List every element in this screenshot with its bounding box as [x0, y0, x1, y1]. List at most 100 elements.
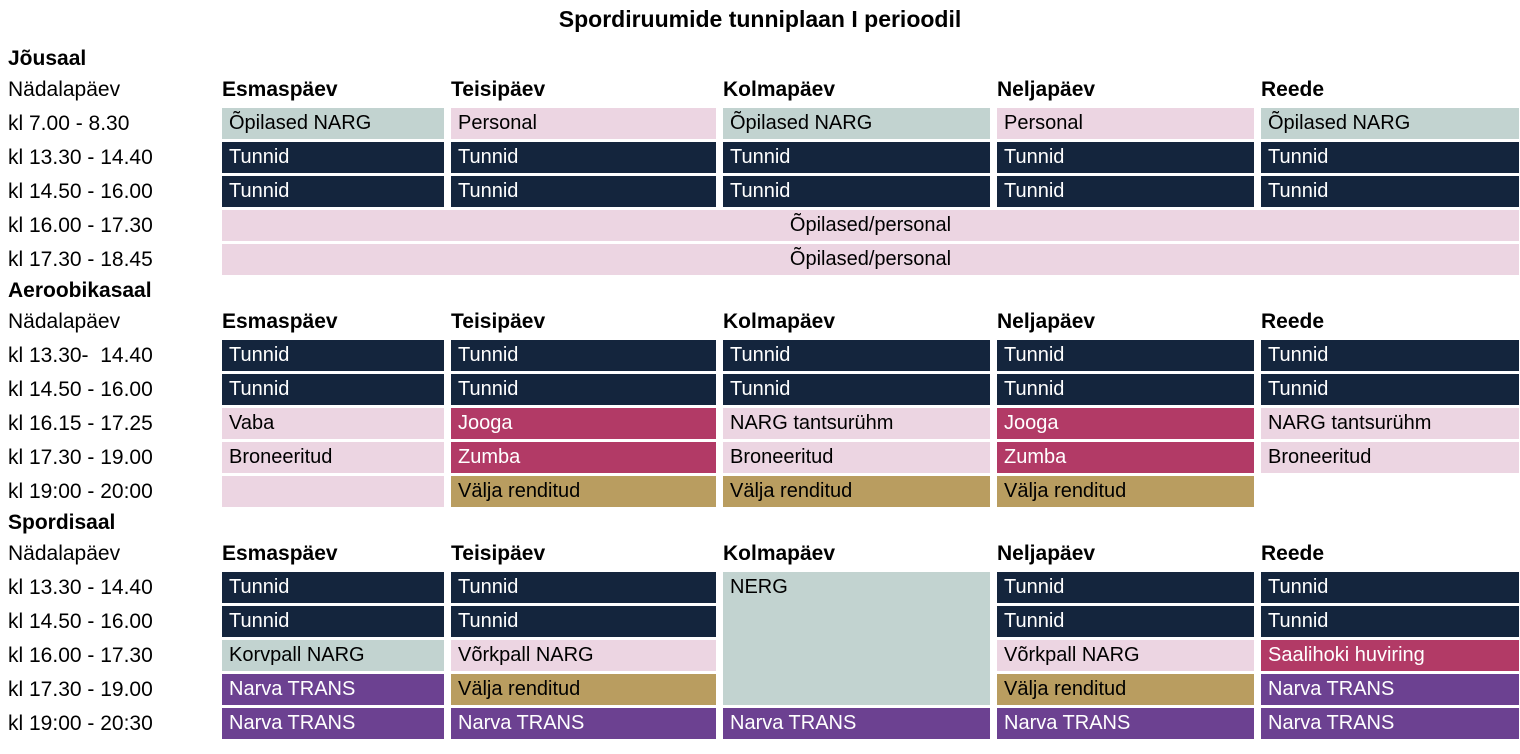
time-label: kl 17.30 - 19.00	[8, 446, 153, 469]
schedule-cell: Õpilased/personal	[222, 210, 1519, 241]
day-header-label: Nädalapäev	[8, 542, 121, 565]
schedule-cell: Õpilased NARG	[222, 108, 444, 139]
time-label: kl 13.30- 14.40	[8, 344, 153, 367]
schedule-cell: NERG	[723, 572, 990, 705]
day-header-tuesday: Teisipäev	[451, 78, 546, 101]
time-label: kl 13.30 - 14.40	[8, 576, 153, 599]
schedule-cell: Saalihoki huviring	[1261, 640, 1519, 671]
schedule-cell: NARG tantsurühm	[1261, 408, 1519, 439]
day-header-wednesday: Kolmapäev	[723, 542, 836, 565]
day-header-friday: Reede	[1261, 542, 1325, 565]
schedule-cell: Korvpall NARG	[222, 640, 444, 671]
day-header-tuesday: Teisipäev	[451, 310, 546, 333]
day-header-label: Nädalapäev	[8, 310, 121, 333]
time-label: kl 13.30 - 14.40	[8, 146, 153, 169]
schedule-cell: Zumba	[997, 442, 1254, 473]
schedule-cell: Tunnid	[997, 142, 1254, 173]
section-title-spordisaal: Spordisaal	[8, 511, 116, 534]
schedule-cell	[222, 476, 444, 507]
schedule-cell: Õpilased NARG	[723, 108, 990, 139]
schedule-cell: Võrkpall NARG	[997, 640, 1254, 671]
schedule-cell: Tunnid	[222, 340, 444, 371]
day-header-wednesday: Kolmapäev	[723, 78, 836, 101]
schedule-cell: Tunnid	[451, 142, 716, 173]
day-header-wednesday: Kolmapäev	[723, 310, 836, 333]
time-label: kl 14.50 - 16.00	[8, 378, 153, 401]
schedule-cell: Tunnid	[1261, 340, 1519, 371]
schedule-cell: Tunnid	[222, 606, 444, 637]
schedule-cell: Tunnid	[451, 340, 716, 371]
schedule-cell: Tunnid	[1261, 572, 1519, 603]
schedule-cell: Välja renditud	[451, 476, 716, 507]
schedule-cell: Tunnid	[222, 142, 444, 173]
schedule-cell: Võrkpall NARG	[451, 640, 716, 671]
day-header-friday: Reede	[1261, 310, 1325, 333]
time-label: kl 17.30 - 18.45	[8, 248, 153, 271]
time-label: kl 19:00 - 20:00	[8, 480, 153, 503]
schedule-cell: Tunnid	[723, 374, 990, 405]
schedule-grid-jousaal: Nädalapäev Esmaspäev Teisipäev Kolmapäev…	[0, 74, 1520, 275]
schedule-cell: Vaba	[222, 408, 444, 439]
schedule-cell: Narva TRANS	[723, 708, 990, 739]
schedule-cell: Tunnid	[723, 142, 990, 173]
day-header-thursday: Neljapäev	[997, 310, 1096, 333]
time-label: kl 19:00 - 20:30	[8, 712, 153, 735]
schedule-cell: Broneeritud	[222, 442, 444, 473]
schedule-cell: Välja renditud	[723, 476, 990, 507]
schedule-cell: Tunnid	[222, 176, 444, 207]
day-header-monday: Esmaspäev	[222, 542, 338, 565]
day-header-friday: Reede	[1261, 78, 1325, 101]
day-header-thursday: Neljapäev	[997, 542, 1096, 565]
schedule-cell: Tunnid	[723, 340, 990, 371]
schedule-cell: Õpilased NARG	[1261, 108, 1519, 139]
day-header-tuesday: Teisipäev	[451, 542, 546, 565]
schedule-cell: Narva TRANS	[1261, 708, 1519, 739]
schedule-cell: Personal	[451, 108, 716, 139]
schedule-cell: Tunnid	[1261, 142, 1519, 173]
schedule-cell: Välja renditud	[451, 674, 716, 705]
schedule-cell: Tunnid	[997, 176, 1254, 207]
schedule-cell: Narva TRANS	[997, 708, 1254, 739]
time-label: kl 16.00 - 17.30	[8, 214, 153, 237]
schedule-cell: Välja renditud	[997, 476, 1254, 507]
time-label: kl 16.00 - 17.30	[8, 644, 153, 667]
schedule-cell: Narva TRANS	[1261, 674, 1519, 705]
section-title-aeroobikasaal: Aeroobikasaal	[8, 279, 152, 302]
schedule-cell: Tunnid	[1261, 606, 1519, 637]
schedule-cell: Broneeritud	[1261, 442, 1519, 473]
schedule-cell: Tunnid	[997, 340, 1254, 371]
schedule-cell: Zumba	[451, 442, 716, 473]
schedule-cell: Tunnid	[723, 176, 990, 207]
schedule-cell: Personal	[997, 108, 1254, 139]
time-label: kl 14.50 - 16.00	[8, 180, 153, 203]
schedule-cell: Narva TRANS	[222, 708, 444, 739]
time-label: kl 7.00 - 8.30	[8, 112, 130, 135]
schedule-cell: Õpilased/personal	[222, 244, 1519, 275]
day-header-thursday: Neljapäev	[997, 78, 1096, 101]
schedule-cell: Tunnid	[997, 374, 1254, 405]
day-header-label: Nädalapäev	[8, 78, 121, 101]
time-label: kl 14.50 - 16.00	[8, 610, 153, 633]
schedule-cell: Broneeritud	[723, 442, 990, 473]
schedule-cell: Tunnid	[997, 606, 1254, 637]
schedule-cell: Tunnid	[451, 176, 716, 207]
schedule-cell: Välja renditud	[997, 674, 1254, 705]
schedule-cell: Tunnid	[222, 374, 444, 405]
schedule-grid-spordisaal: Nädalapäev Esmaspäev Teisipäev Kolmapäev…	[0, 538, 1520, 739]
schedule-cell: Tunnid	[1261, 374, 1519, 405]
schedule-cell: Narva TRANS	[451, 708, 716, 739]
schedule-cell: Tunnid	[222, 572, 444, 603]
day-header-monday: Esmaspäev	[222, 310, 338, 333]
time-label: kl 16.15 - 17.25	[8, 412, 153, 435]
schedule-cell: Jooga	[451, 408, 716, 439]
schedule-cell: Tunnid	[451, 572, 716, 603]
schedule-cell: Tunnid	[451, 374, 716, 405]
schedule-cell: Narva TRANS	[222, 674, 444, 705]
schedule-cell: Jooga	[997, 408, 1254, 439]
schedule-cell: Tunnid	[451, 606, 716, 637]
page-title: Spordiruumide tunniplaan I perioodil	[558, 6, 962, 32]
schedule-cell: Tunnid	[1261, 176, 1519, 207]
schedule-cell: NARG tantsurühm	[723, 408, 990, 439]
day-header-monday: Esmaspäev	[222, 78, 338, 101]
